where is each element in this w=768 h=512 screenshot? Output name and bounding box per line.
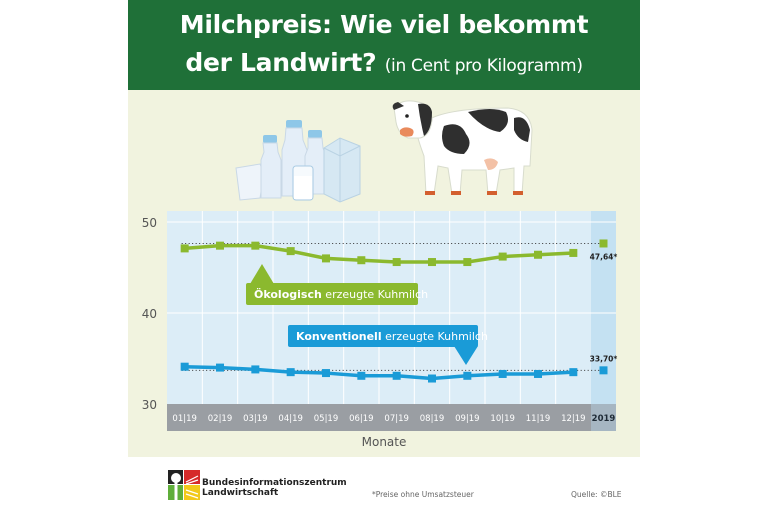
annual-average-point: [599, 366, 608, 375]
subtitle: (in Cent pro Kilogramm): [384, 56, 583, 76]
x-tick-label: 11|19: [526, 414, 551, 424]
x-tick-label: 07|19: [384, 414, 409, 424]
x-tick-label: 10|19: [490, 414, 514, 424]
x-tick-label: 2019: [592, 414, 616, 424]
data-point: [392, 258, 401, 267]
x-tick-label: 04|19: [278, 414, 303, 424]
konv-callout-text: Konventionell erzeugte Kuhmilch: [296, 330, 488, 343]
data-point: [498, 252, 507, 261]
data-point: [216, 241, 224, 250]
milk-products-icon: [235, 120, 361, 203]
y-tick-label: 30: [142, 398, 157, 412]
y-tick-label: 50: [142, 216, 157, 230]
data-point: [569, 368, 578, 377]
series-line: [184, 364, 574, 381]
data-point: [322, 369, 330, 378]
title-line-1: Milchpreis: Wie viel bekommt: [179, 10, 589, 39]
data-point: [534, 369, 542, 378]
org-line-1: Bundesinformationszentrum: [202, 478, 347, 488]
data-point: [322, 254, 330, 263]
title-line-2: der Landwirt? (in Cent pro Kilogramm): [128, 48, 640, 77]
x-tick-label: 02|19: [208, 414, 233, 424]
data-point: [357, 371, 366, 380]
source-label: Quelle: ©BLE: [571, 490, 622, 499]
data-point: [180, 362, 189, 371]
annual-average-point: [599, 239, 608, 248]
bzl-logo-icon: [168, 470, 200, 500]
x-tick-label: 09|19: [455, 414, 480, 424]
oeko-callout-text: Ökologisch erzeugte Kuhmilch: [254, 287, 428, 301]
data-point: [251, 365, 260, 374]
data-point: [534, 250, 542, 259]
footnote: *Preise ohne Umsatzsteuer: [372, 490, 474, 499]
header: Milchpreis: Wie viel bekommt der Landwir…: [128, 0, 640, 90]
annual-average-label: 47,64*: [590, 252, 618, 261]
konv-callout-pointer: [454, 346, 478, 365]
chart-svg: 30 40 50 01|19 02|19 03|19 04|19 05|19 06|19 07|1…: [142, 211, 618, 431]
konv-callout-box: [288, 325, 478, 347]
x-tick-label: 08|19: [420, 414, 445, 424]
oeko-callout-pointer: [250, 264, 274, 284]
data-point: [357, 256, 366, 265]
x-tick-label: 03|19: [243, 414, 267, 424]
oeko-callout-box: [246, 283, 418, 305]
data-point: [251, 241, 260, 250]
x-tick-label: 06|19: [349, 414, 374, 424]
series-line: [184, 243, 574, 264]
data-point: [286, 247, 295, 256]
data-point: [498, 369, 507, 378]
x-axis-bar-annual: [591, 404, 616, 431]
data-point: [216, 363, 224, 372]
data-point: [428, 374, 436, 383]
data-point: [392, 371, 401, 380]
cow-icon: [392, 100, 533, 195]
illustration: [235, 100, 533, 203]
y-tick-label: 40: [142, 307, 157, 321]
line-chart: 30 40 50 01|19 02|19 03|19 04|19 05|19 06|19 07|1…: [128, 205, 640, 457]
data-point: [286, 368, 295, 377]
x-axis-label: Monate: [361, 435, 407, 449]
data-point: [428, 258, 436, 267]
infographic-card: Milchpreis: Wie viel bekommt der Landwir…: [128, 0, 640, 457]
x-axis-bar: [167, 404, 591, 431]
org-line-2: Landwirtschaft: [202, 488, 279, 498]
x-tick-label: 01|19: [172, 414, 197, 424]
x-tick-label: 05|19: [314, 414, 339, 424]
data-point: [569, 248, 578, 257]
data-point: [463, 371, 472, 380]
x-tick-label: 12|19: [561, 414, 586, 424]
organization-name: Bundesinformationszentrum Landwirtschaft: [202, 478, 347, 498]
data-point: [463, 258, 472, 267]
annual-average-label: 33,70*: [590, 354, 618, 363]
title-line-2-text: der Landwirt?: [185, 48, 377, 77]
data-point: [180, 244, 189, 253]
